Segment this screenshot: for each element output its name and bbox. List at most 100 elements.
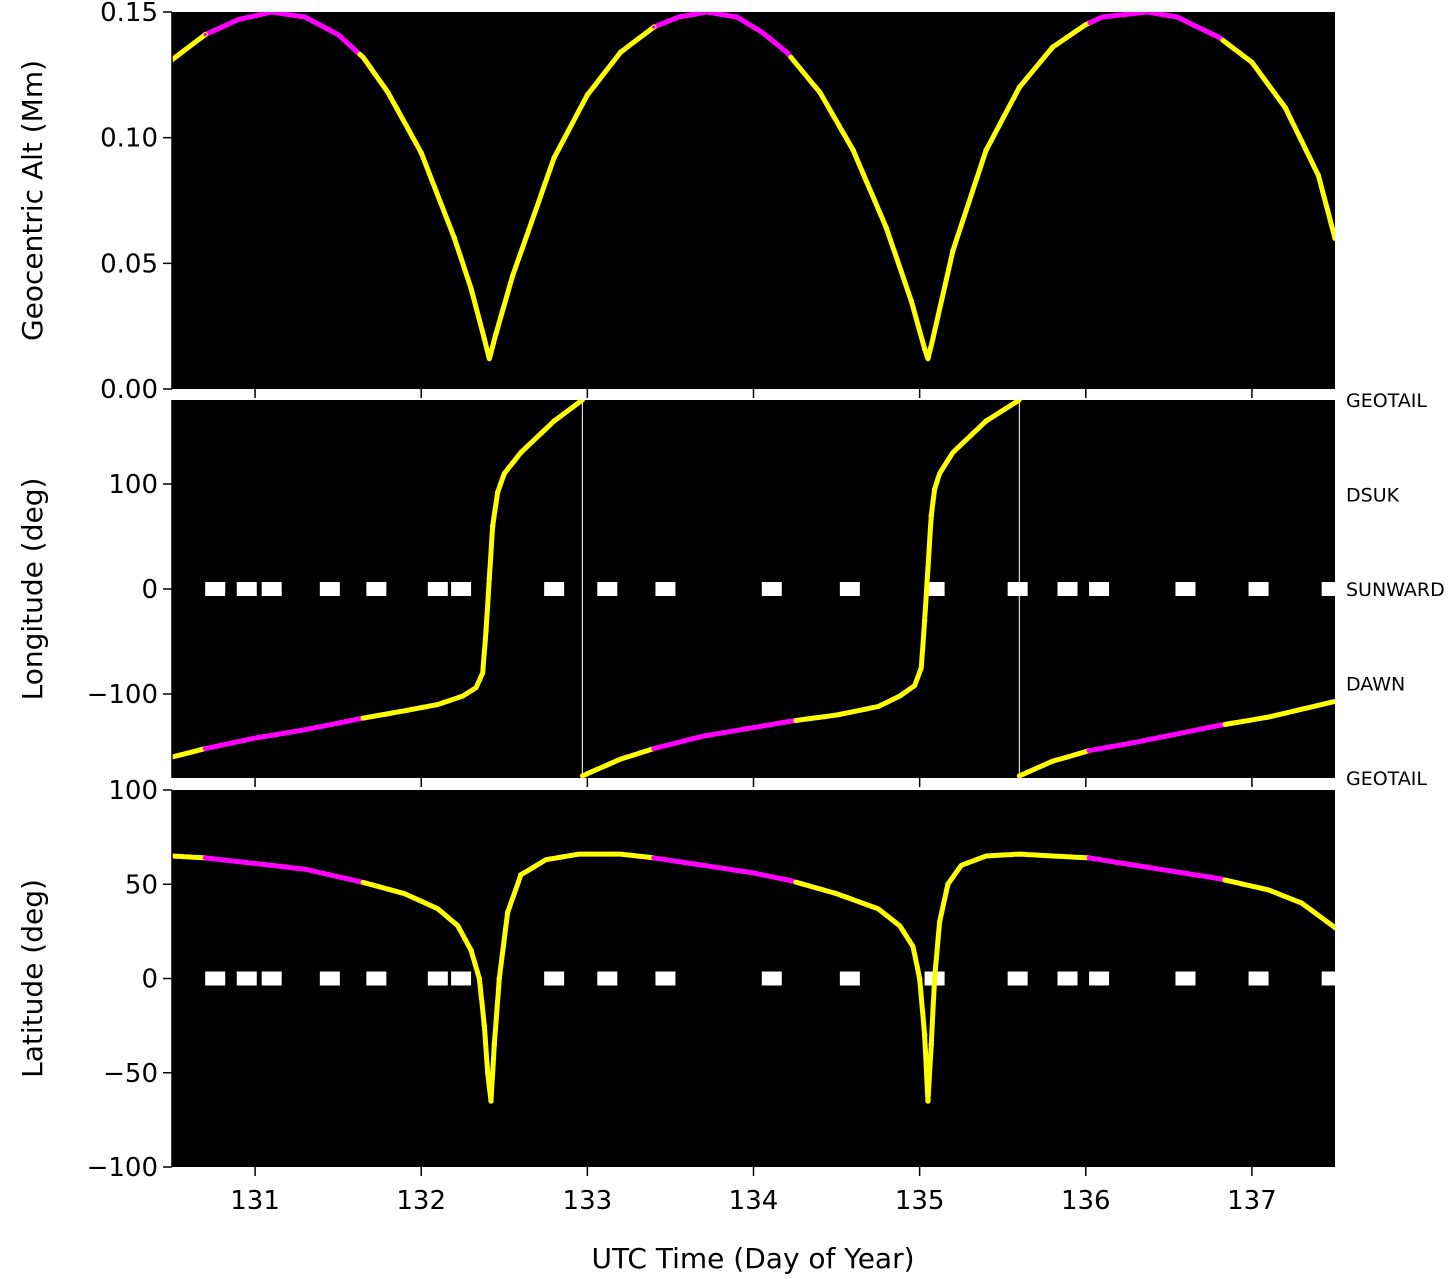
sample-point	[921, 617, 928, 624]
event-marker	[1057, 582, 1078, 596]
highlight-segment	[202, 855, 366, 885]
x-tick-label: 131	[230, 1186, 280, 1216]
event-marker	[205, 582, 226, 596]
x-tick-label: 132	[396, 1186, 446, 1216]
event-marker	[839, 971, 860, 986]
y-tick-label: 0.00	[100, 375, 158, 405]
sample-point	[486, 575, 493, 582]
sample-point	[850, 147, 856, 153]
event-marker	[839, 582, 860, 596]
trajectory-segment	[579, 746, 657, 778]
event-marker	[597, 582, 618, 596]
sample-point	[494, 489, 501, 496]
sample-point	[489, 523, 496, 529]
y-tick-label: 100	[108, 470, 158, 500]
sample-point	[928, 512, 934, 519]
trajectory-segment	[360, 851, 657, 1104]
highlight-segment	[1086, 855, 1228, 883]
latitude-panel: −100 −50 0 50 100 Latitude (deg) 131 132 133 134 1…	[16, 776, 1335, 1216]
event-marker	[544, 971, 565, 986]
event-marker	[655, 582, 676, 596]
sample-point	[481, 336, 488, 342]
y-tick-label: −100	[87, 1153, 158, 1183]
trajectory-segment	[1220, 37, 1335, 241]
sample-point	[1315, 172, 1322, 179]
sample-point	[551, 418, 557, 424]
event-marker	[1321, 971, 1335, 986]
x-tick-label: 136	[1061, 1186, 1111, 1216]
region-label: SUNWARD	[1346, 579, 1445, 601]
event-marker	[427, 582, 448, 596]
sample-point	[916, 975, 923, 982]
y-tick-label: −50	[103, 1059, 158, 1089]
sample-point	[483, 628, 489, 634]
plot-area-1	[172, 400, 1335, 778]
trajectory-segment	[172, 853, 208, 861]
sample-point	[1282, 104, 1288, 111]
event-marker	[761, 582, 782, 596]
sample-point	[451, 235, 458, 241]
trajectory-segment	[793, 400, 1022, 723]
sample-point	[481, 1022, 488, 1029]
event-marker	[451, 582, 472, 596]
trajectory-segment	[1222, 698, 1335, 727]
sample-point	[488, 1098, 494, 1104]
longitude-panel: −100 0 100 Longitude (deg) GEOTAIL DSUK SUNWAR…	[16, 390, 1445, 790]
x-tick-label: 137	[1227, 1186, 1277, 1216]
sample-point	[385, 89, 391, 96]
trajectory-segment	[357, 24, 657, 362]
event-marker	[451, 971, 472, 986]
highlight-segment	[202, 12, 363, 57]
sample-point	[551, 155, 557, 161]
x-axis-label: UTC Time (Day of Year)	[591, 1242, 914, 1275]
event-marker	[1007, 582, 1028, 596]
event-marker	[366, 582, 387, 596]
trajectory-segment	[1016, 748, 1092, 778]
event-marker	[1057, 971, 1078, 986]
y-tick-label: 100	[108, 776, 158, 806]
highlight-segment	[1087, 12, 1226, 43]
sample-point	[925, 565, 931, 571]
event-marker	[1175, 971, 1196, 986]
event-marker	[1175, 582, 1196, 596]
sample-point	[491, 1041, 498, 1048]
y-tick-label: 0.10	[100, 124, 158, 154]
x-tick-label: 134	[729, 1186, 779, 1216]
sample-point	[950, 248, 956, 254]
event-marker	[1089, 582, 1110, 596]
sample-point	[617, 49, 624, 55]
sample-point	[468, 947, 474, 953]
event-marker	[655, 971, 676, 986]
sample-point	[883, 225, 890, 231]
event-marker	[366, 971, 387, 986]
sample-point	[1049, 44, 1056, 50]
y-axis-label: Geocentric Alt (Mm)	[16, 60, 49, 341]
sample-point	[1249, 59, 1255, 65]
event-marker	[261, 582, 282, 596]
event-marker	[1321, 582, 1335, 596]
highlight-segment	[202, 715, 366, 752]
x-tick-label: 133	[563, 1186, 613, 1216]
region-label: GEOTAIL	[1346, 390, 1427, 412]
x-tick-label: 135	[895, 1186, 945, 1216]
highlight-segment	[651, 718, 799, 752]
y-axis-label: Longitude (deg)	[16, 478, 49, 701]
sample-point	[584, 92, 591, 98]
sample-point	[936, 919, 943, 925]
event-marker	[1089, 971, 1110, 986]
sample-point	[983, 147, 989, 153]
trajectory-segment	[788, 20, 1093, 362]
sample-point	[651, 24, 657, 30]
event-marker	[236, 971, 257, 986]
event-marker	[597, 971, 618, 986]
event-marker	[924, 582, 945, 596]
trajectory-segment	[1222, 877, 1335, 931]
event-marker	[236, 582, 257, 596]
sample-point	[496, 975, 503, 982]
event-marker	[319, 582, 340, 596]
event-marker	[761, 971, 782, 986]
trajectory-segment	[172, 746, 208, 760]
sample-point	[928, 1041, 934, 1048]
sample-point	[476, 975, 483, 982]
